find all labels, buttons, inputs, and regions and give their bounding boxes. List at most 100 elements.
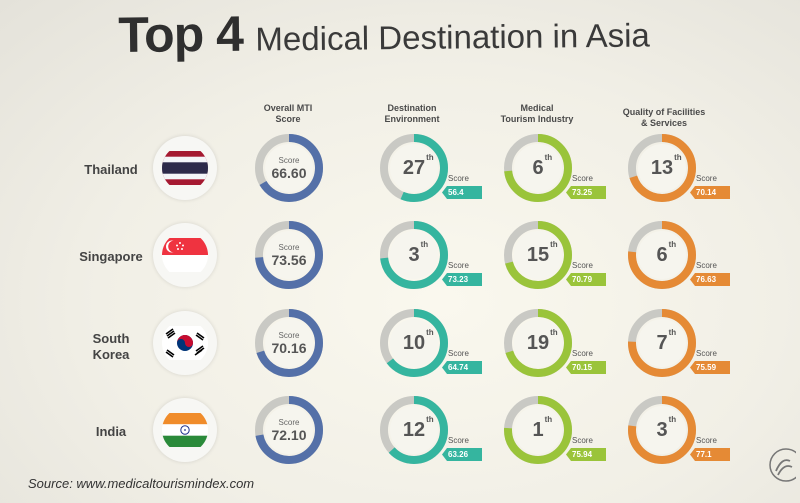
column-header-line: Quality of Facilities: [622, 107, 706, 117]
medical-score-badge: 73.25: [566, 186, 606, 199]
column-header-line: Environment: [384, 114, 440, 124]
country-name-line: Thailand: [84, 162, 138, 177]
overall-score-label: Score: [278, 155, 300, 165]
mti-logo-icon: [768, 447, 800, 488]
rank-suffix: th: [674, 152, 682, 162]
thailand-flag-icon: [153, 136, 217, 200]
quality-score-label: Score: [696, 261, 717, 270]
medical-score-badge: 70.15: [566, 361, 606, 374]
quality-score-badge: 76.63: [690, 273, 730, 286]
rank-number: 27: [402, 156, 426, 179]
destination-score-badge: 73.23: [442, 273, 482, 286]
overall-score-label: Score: [278, 417, 300, 427]
quality-score-badge: 70.14: [690, 186, 730, 199]
rank-number: 12: [402, 418, 426, 441]
source-note: Source: www.medicaltourismindex.com: [28, 476, 255, 491]
rank-number: 19: [526, 331, 550, 354]
overall-score-label: Score: [278, 242, 300, 252]
column-header-line: Overall MTI: [263, 103, 313, 113]
destination-score-badge: 63.26: [442, 448, 482, 461]
rank-number: 10: [402, 331, 426, 354]
medical-score-label: Score: [572, 261, 593, 270]
column-header-line: Tourism Industry: [500, 114, 574, 124]
quality-score-badge: 75.59: [690, 361, 730, 374]
rank-suffix: th: [426, 152, 434, 162]
rank-suffix: th: [550, 327, 558, 337]
rank-suffix: th: [550, 239, 558, 249]
rank-number: 3: [408, 243, 420, 266]
india-flag-icon: [153, 398, 217, 462]
south-korea-flag-icon: [153, 311, 217, 375]
title-bold: Top 4: [118, 5, 244, 63]
overall-score-label: Score: [278, 330, 300, 340]
overall-score-ring: Score 70.16: [251, 305, 327, 381]
rank-suffix: th: [668, 414, 677, 424]
quality-score-label: Score: [696, 174, 717, 183]
overall-score-ring: Score 66.60: [251, 130, 327, 206]
column-header-line: Destination: [387, 103, 437, 113]
destination-score-label: Score: [448, 261, 469, 270]
medical-score-label: Score: [572, 349, 593, 358]
column-header-line: Medical: [520, 103, 554, 113]
rank-number: 3: [656, 418, 668, 441]
medical-score-label: Score: [572, 174, 593, 183]
quality-score-label: Score: [696, 436, 717, 445]
destination-score-badge: 56.4: [442, 186, 482, 199]
rank-number: 13: [650, 156, 674, 179]
overall-score-value: 70.16: [271, 339, 307, 356]
title-rest: Medical Destination in Asia: [255, 16, 650, 58]
country-name-line: India: [95, 424, 127, 439]
rank-number: 1: [532, 418, 544, 441]
destination-score-label: Score: [448, 174, 469, 183]
page-title: Top 4 Medical Destination in Asia: [118, 0, 650, 64]
rank-number: 6: [656, 243, 668, 266]
country-name-line: South: [92, 331, 130, 346]
rank-suffix: th: [544, 152, 553, 162]
overall-score-ring: Score 72.10: [251, 392, 327, 468]
country-name: Singapore: [66, 249, 156, 265]
rank-number: 7: [656, 331, 668, 354]
overall-score-ring: Score 73.56: [251, 217, 327, 293]
column-header-line: & Services: [640, 118, 688, 128]
column-header-quality: Quality of Facilities & Services: [604, 107, 724, 129]
quality-score-label: Score: [696, 349, 717, 358]
rank-suffix: th: [420, 239, 429, 249]
country-name-line: Korea: [92, 347, 130, 362]
destination-score-badge: 64.74: [442, 361, 482, 374]
overall-score-value: 72.10: [271, 426, 307, 443]
column-header-medical: Medical Tourism Industry: [477, 103, 597, 125]
column-header-line: Score: [275, 114, 301, 124]
rank-number: 15: [526, 243, 550, 266]
rank-suffix: th: [426, 414, 434, 424]
overall-score-value: 66.60: [271, 164, 307, 181]
rank-number: 6: [532, 156, 544, 179]
destination-score-label: Score: [448, 436, 469, 445]
column-header-destination: Destination Environment: [352, 103, 472, 125]
country-name: South Korea: [66, 331, 156, 363]
rank-suffix: th: [668, 239, 677, 249]
medical-score-badge: 70.79: [566, 273, 606, 286]
